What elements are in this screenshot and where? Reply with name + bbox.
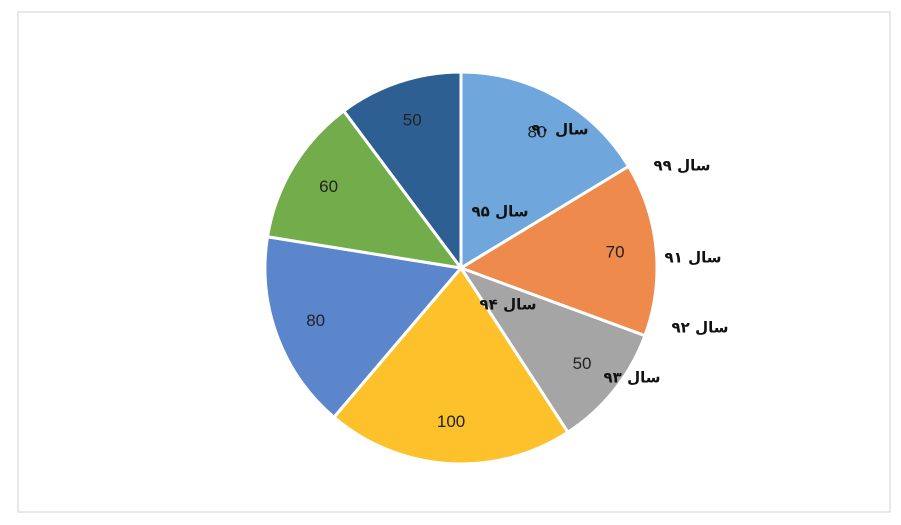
category-label: سال ۹۲ [672,319,729,337]
category-label: سال ۹۹ [654,157,711,175]
value-label: 60 [319,177,338,196]
value-label: 50 [573,354,592,373]
category-label: سال ۹۵ [472,203,529,221]
value-label: 70 [606,243,625,262]
value-label: 80 [306,311,325,330]
value-label: 100 [437,412,465,431]
value-label: 50 [403,111,422,130]
category-label: سال ۹۴ [480,296,537,314]
category-label: سال ۹۳ [604,369,661,387]
chart: 807050100806050سال ۹۰سال ۹۱سال ۹۲سال ۹۳س… [0,0,901,525]
category-label: سال ۹۱ [665,249,722,267]
category-label: سال ۹۰ [532,121,589,139]
